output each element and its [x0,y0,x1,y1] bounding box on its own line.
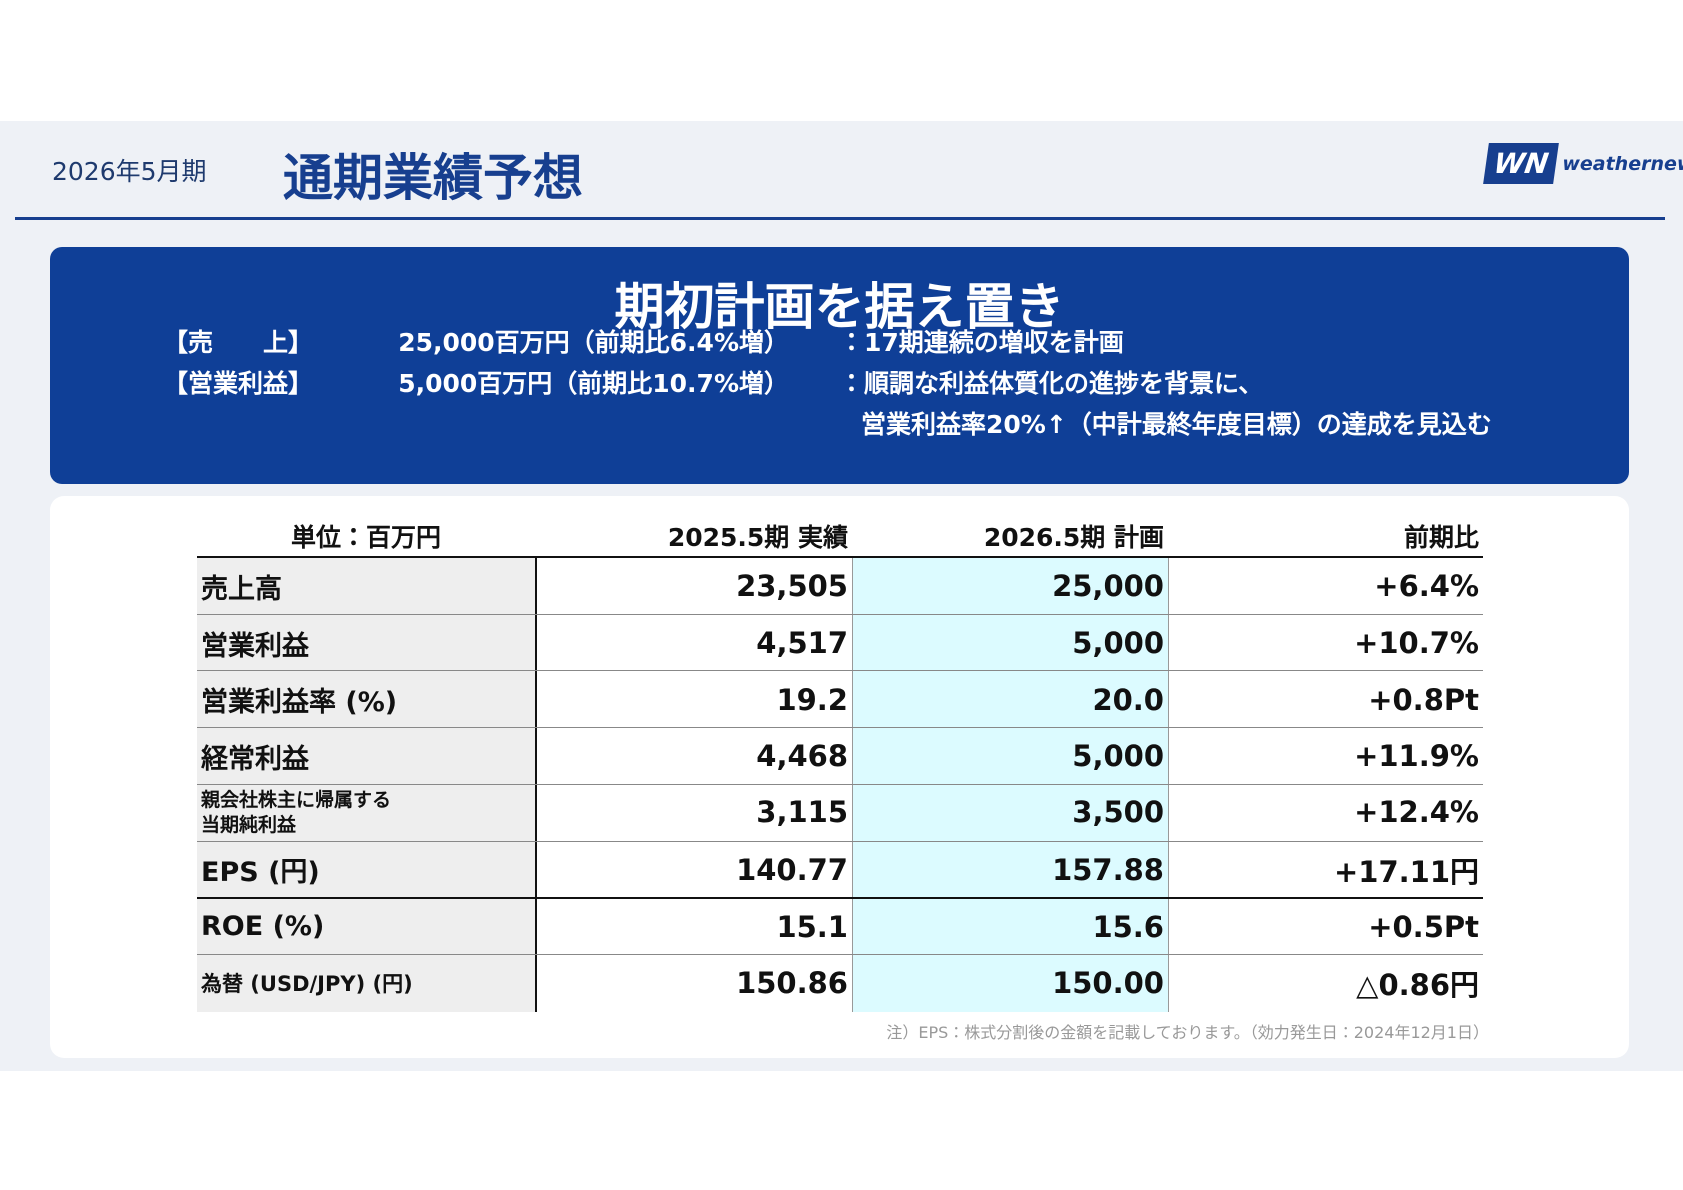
cell-value: 150.86 [535,954,852,1012]
row-label: 経常利益 [197,728,535,785]
banner-value: 25,000百万円（前期比6.4%増） [398,328,789,357]
row-rule [197,840,1483,842]
cell-value: +0.8Pt [1168,671,1483,729]
cell-value: 19.2 [535,671,852,729]
cell-value: 140.77 [535,841,852,899]
cell-value: 150.00 [852,954,1168,1012]
cell-value: +11.9% [1168,728,1483,785]
banner-comment: ：17期連続の増収を計画 [839,328,1124,357]
period: 2026年5月期 [52,157,207,186]
row-label: 営業利益 [197,614,535,672]
logo-mark: WN [1483,143,1560,184]
banner-value: 5,000百万円（前期比10.7%増） [398,369,789,398]
cell-value: 15.6 [852,898,1168,955]
row-rule [197,783,1483,785]
cell-value: 4,468 [535,728,852,785]
header-rule [197,556,1483,558]
row-label: 親会社株主に帰属する 当期純利益 [197,784,535,842]
cell-value: 4,517 [535,614,852,672]
cell-value: 5,000 [852,728,1168,785]
banner-label: 【売 上】 [163,328,314,357]
row-rule [197,670,1483,672]
cell-value: 157.88 [852,841,1168,899]
cell-value: +6.4% [1168,558,1483,615]
cell-value: 15.1 [535,898,852,955]
page-title: 通期業績予想 [283,149,583,207]
cell-value: +10.7% [1168,614,1483,672]
banner-comment: 営業利益率20%↑（中計最終年度目標）の達成を見込む [861,410,1492,439]
section-rule [197,897,1483,900]
footnote: 注）EPS：株式分割後の金額を記載しております。（効力発生日：2024年12月1… [886,1023,1489,1042]
row-label: ROE (%) [197,898,535,955]
row-rule [197,727,1483,729]
cell-value: 5,000 [852,614,1168,672]
cell-value: 3,115 [535,784,852,842]
logo: WN weathernews [1483,143,1683,184]
cell-value: +0.5Pt [1168,898,1483,955]
header-rule [15,217,1665,220]
column-header: 前期比 [1403,523,1479,552]
column-header: 単位：百万円 [290,523,441,552]
row-label: EPS (円) [197,841,535,899]
row-label: 売上高 [197,558,535,615]
cell-value: 20.0 [852,671,1168,729]
cell-value: 25,000 [852,558,1168,615]
banner-label: 【営業利益】 [163,369,314,398]
row-rule [197,613,1483,615]
cell-value: 23,505 [535,558,852,615]
row-rule [197,953,1483,955]
banner-title: 期初計画を据え置き [614,278,1065,336]
banner: 期初計画を据え置き 【売 上】 25,000百万円（前期比6.4%増） ：17期連続… [50,247,1629,484]
cell-value: +12.4% [1168,784,1483,842]
cell-value: △0.86円 [1168,954,1483,1012]
logo-text: weathernews [1562,152,1683,175]
cell-value: +17.11円 [1168,841,1483,899]
banner-comment: ：順調な利益体質化の進捗を背景に、 [839,369,1264,398]
row-label: 為替 (USD/JPY) (円) [197,954,535,1012]
cell-value: 3,500 [852,784,1168,842]
column-header: 2025.5期 実績 [667,523,848,552]
column-header: 2026.5期 計画 [983,523,1164,552]
row-label: 営業利益率 (%) [197,671,535,729]
